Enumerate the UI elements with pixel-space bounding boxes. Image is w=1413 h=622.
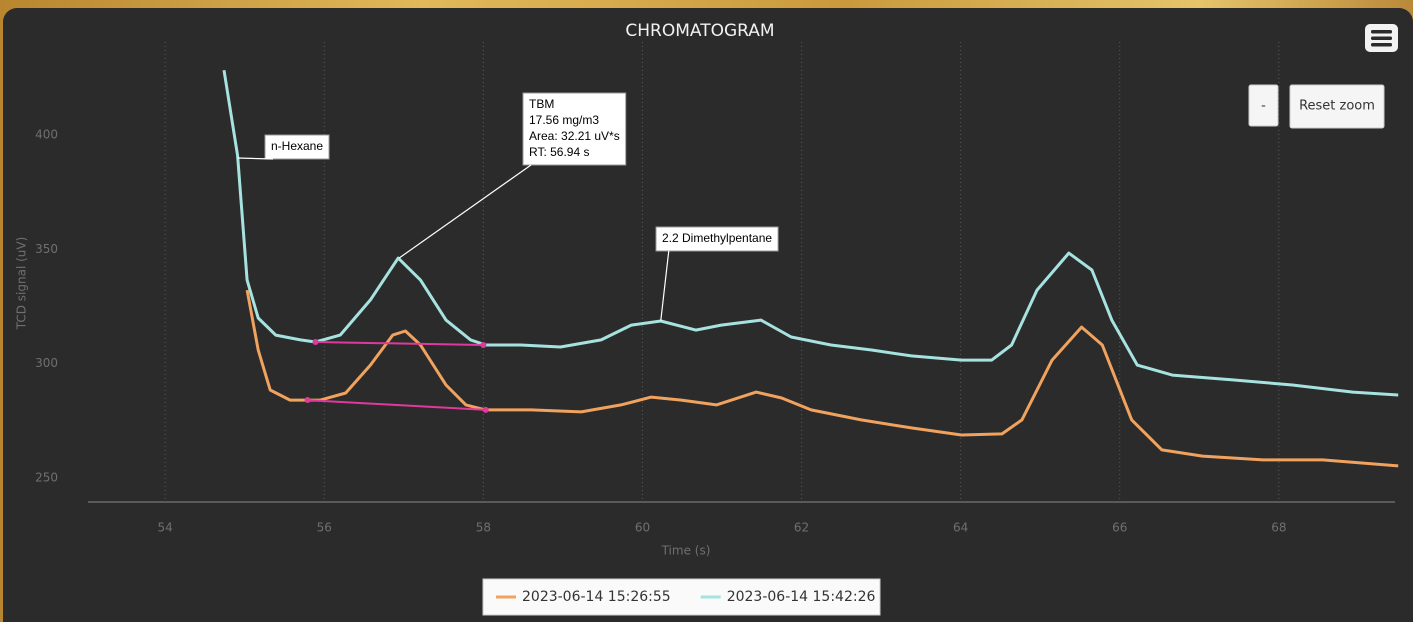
annotation-connector	[661, 251, 669, 321]
reset-zoom-label[interactable]: Reset zoom	[1299, 99, 1375, 114]
x-tick-label: 68	[1271, 521, 1286, 535]
x-tick-label: 60	[635, 521, 650, 535]
menu-button[interactable]	[1365, 24, 1398, 52]
annotation-text: 2.2 Dimethylpentane	[662, 231, 772, 245]
integration-baseline	[308, 400, 486, 410]
y-tick-label: 300	[35, 356, 58, 370]
integration-point	[305, 397, 311, 403]
integration-point	[483, 407, 489, 413]
annotation-text: TBM	[529, 97, 554, 111]
legend-label[interactable]: 2023-06-14 15:26:55	[522, 589, 671, 605]
y-axis-label: TCD signal (uV)	[15, 237, 29, 331]
y-tick-label: 400	[35, 128, 58, 142]
annotation-text: n-Hexane	[271, 139, 323, 153]
integration-baseline	[316, 342, 484, 345]
legend-item[interactable]: 2023-06-14 15:26:55	[496, 589, 671, 605]
legend-item[interactable]: 2023-06-14 15:42:26	[701, 589, 876, 605]
x-tick-label: 62	[794, 521, 809, 535]
integration-point	[313, 339, 319, 345]
menu-bar	[1371, 30, 1392, 34]
series-line	[224, 70, 1398, 395]
y-tick-label: 350	[35, 242, 58, 256]
chart: CHROMATOGRAM - Reset zoom Time (s) TCD s…	[0, 0, 1413, 622]
page: {"chart_data": {"type": "line", "title":…	[0, 0, 1413, 622]
legend-label[interactable]: 2023-06-14 15:42:26	[727, 589, 876, 605]
x-tick-label: 56	[317, 521, 332, 535]
annotation-text: 17.56 mg/m3	[529, 113, 599, 127]
annotation-text: RT: 56.94 s	[529, 145, 589, 159]
integration-point	[480, 342, 486, 348]
menu-bar	[1371, 43, 1392, 47]
zoom-out-label[interactable]: -	[1261, 99, 1266, 114]
annotation-text: Area: 32.21 uV*s	[529, 129, 620, 143]
x-tick-label: 66	[1112, 521, 1127, 535]
x-axis-label: Time (s)	[661, 544, 711, 558]
y-tick-label: 250	[35, 471, 58, 485]
x-tick-label: 64	[953, 521, 968, 535]
annotation: TBM 17.56 mg/m3 Area: 32.21 uV*s RT: 56.94 …	[523, 93, 626, 165]
x-tick-label: 54	[158, 521, 173, 535]
x-tick-label: 58	[476, 521, 491, 535]
annotation: n-Hexane	[265, 135, 329, 159]
menu-bar	[1371, 37, 1392, 41]
chart-title: CHROMATOGRAM	[625, 21, 774, 41]
annotation: 2.2 Dimethylpentane	[656, 227, 778, 251]
annotation-connector	[399, 165, 531, 258]
